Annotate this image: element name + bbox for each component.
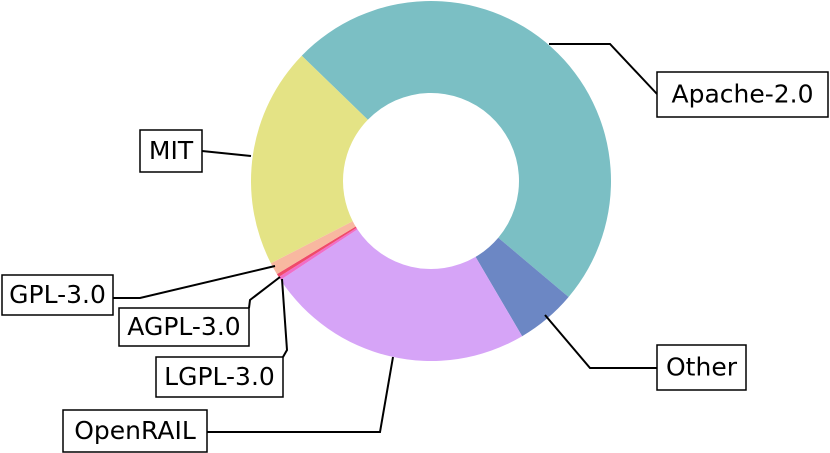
label-box xyxy=(155,356,284,398)
donut-slice xyxy=(301,1,611,298)
slice-label: LGPL-3.0 xyxy=(164,362,275,391)
leader-line xyxy=(207,356,394,433)
leader-line xyxy=(248,276,281,309)
label-box xyxy=(118,307,250,347)
leader-line xyxy=(549,43,658,95)
label-box xyxy=(62,409,208,453)
leader-line xyxy=(544,314,657,369)
donut-slice xyxy=(475,237,569,337)
label-box xyxy=(1,274,114,316)
slice-label: Apache-2.0 xyxy=(671,80,813,109)
slice-label: OpenRAIL xyxy=(74,416,196,445)
donut-slice xyxy=(251,55,368,264)
label-box xyxy=(139,129,203,173)
slice-label: Other xyxy=(666,353,738,382)
leader-line xyxy=(281,278,289,358)
donut-slice xyxy=(280,229,523,361)
slice-label: AGPL-3.0 xyxy=(127,312,240,341)
donut-slice xyxy=(278,227,358,280)
label-box xyxy=(656,71,829,118)
leader-line xyxy=(113,265,276,299)
leader-line xyxy=(201,150,252,157)
slice-label: GPL-3.0 xyxy=(9,280,106,309)
slice-label: MIT xyxy=(149,136,194,165)
label-box xyxy=(656,344,747,391)
donut-slice xyxy=(276,226,357,277)
donut-slice xyxy=(270,221,356,275)
